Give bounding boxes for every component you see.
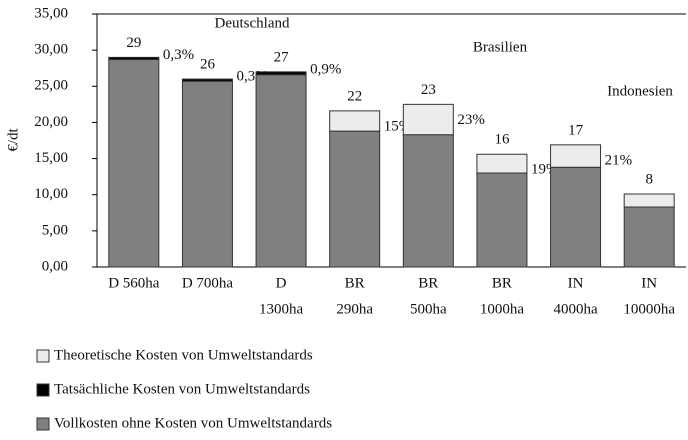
x-tick-label: BR: [418, 275, 438, 291]
x-tick-label: 1300ha: [259, 301, 304, 317]
percent-label: 0,9%: [310, 61, 341, 77]
y-tick-label: 10,00: [34, 186, 68, 202]
total-label: 8: [645, 171, 653, 187]
legend-swatch: [36, 349, 50, 363]
y-tick-label: 25,00: [34, 78, 68, 94]
bar-segment: [402, 103, 454, 136]
total-label: 29: [126, 35, 141, 51]
total-label: 27: [274, 49, 290, 65]
y-tick-label: 30,00: [34, 42, 68, 58]
x-tick-label: 10000ha: [623, 301, 675, 317]
bar-segment: [550, 166, 602, 268]
x-tick-label: IN: [568, 275, 584, 291]
x-tick-label: IN: [641, 275, 657, 291]
x-tick-label: 290ha: [336, 301, 373, 317]
x-tick-label: D 700ha: [182, 275, 234, 291]
x-tick-label: BR: [345, 275, 365, 291]
percent-label: 23%: [457, 112, 485, 128]
bar-segment: [255, 71, 307, 76]
legend-label: Vollkosten ohne Kosten von Umweltstandar…: [54, 415, 332, 431]
y-axis-label: €/dt: [5, 128, 21, 152]
x-tick-label: 4000ha: [553, 301, 598, 317]
bar-segment: [476, 153, 528, 174]
region-label: Brasilien: [473, 39, 528, 55]
y-tick-label: 0,00: [42, 258, 68, 274]
total-label: 26: [200, 56, 216, 72]
bar-segment: [476, 172, 528, 268]
bar-segment: [402, 134, 454, 268]
bar-segment: [329, 130, 381, 268]
legend-swatch: [36, 383, 50, 397]
y-tick-label: 35,00: [34, 5, 68, 21]
bar-segment: [550, 144, 602, 168]
x-tick-label: 1000ha: [480, 301, 525, 317]
region-label: Indonesien: [607, 83, 673, 99]
y-tick-label: 15,00: [34, 150, 68, 166]
bar-segment: [329, 110, 381, 132]
x-tick-label: BR: [492, 275, 512, 291]
x-tick-label: D 560ha: [108, 275, 160, 291]
y-tick-label: 5,00: [42, 222, 68, 238]
bar-segment: [623, 193, 675, 208]
percent-label: 21%: [605, 152, 633, 168]
legend-swatch: [36, 417, 50, 431]
legend-label: Theoretische Kosten von Umweltstandards: [54, 347, 313, 363]
total-label: 16: [494, 132, 510, 148]
region-label: Deutschland: [215, 15, 290, 31]
bar-segment: [108, 59, 160, 268]
bar-segment: [108, 56, 160, 61]
percent-label: 0,3%: [163, 47, 194, 63]
x-tick-label: D: [276, 275, 287, 291]
bar-segment: [623, 206, 675, 268]
total-label: 22: [347, 88, 362, 104]
total-label: 23: [421, 82, 436, 98]
bar-segment: [181, 80, 233, 268]
x-tick-label: 500ha: [410, 301, 447, 317]
bar-segment: [255, 74, 307, 268]
legend-label: Tatsächliche Kosten von Umweltstandards: [54, 381, 310, 397]
y-tick-label: 20,00: [34, 114, 68, 130]
total-label: 17: [568, 122, 584, 138]
bar-segment: [181, 78, 233, 82]
